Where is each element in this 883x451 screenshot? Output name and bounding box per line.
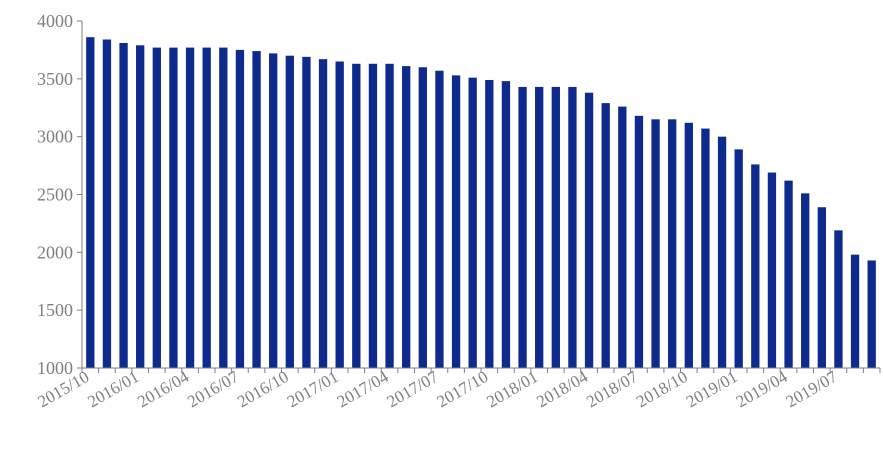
x-tick-label: 2018/07: [583, 367, 641, 412]
x-tick-label: 2017/07: [384, 367, 442, 412]
bar-2019-06: [817, 207, 826, 368]
bar-2016-04: [185, 47, 195, 368]
bar-2018-07: [634, 115, 644, 368]
bar-2018-09: [668, 119, 677, 368]
bar-2017-01: [335, 61, 344, 368]
bar-2017-02: [352, 63, 361, 369]
bar-2019-03: [767, 172, 777, 368]
bar-2019-05: [801, 193, 810, 368]
bar-2017-05: [402, 66, 411, 369]
bar-2018-02: [551, 86, 560, 369]
x-tick-label: 2019/01: [683, 367, 741, 411]
x-tick-label: 2018/04: [533, 367, 591, 412]
x-tick-label: 2017/10: [434, 367, 492, 411]
bar-2018-05: [601, 103, 610, 368]
y-tick-label: 4000: [37, 11, 73, 31]
bar-2016-05: [202, 47, 211, 368]
bar-2018-12: [717, 136, 727, 368]
bar-2018-04: [584, 92, 594, 369]
bar-2017-06: [418, 67, 427, 369]
bar-2016-11: [302, 56, 311, 369]
y-axis-ticks: 1000 1500 2000 2500 3000 3500 4000: [37, 11, 82, 378]
y-tick-label: 3500: [37, 69, 73, 89]
bar-2016-01: [136, 45, 145, 368]
bars-group: [86, 37, 876, 369]
bar-2018-03: [568, 86, 577, 369]
bar-2017-03: [368, 63, 378, 369]
bar-2016-12: [318, 59, 328, 369]
bar-2018-08: [651, 119, 660, 368]
bar-2016-03: [169, 47, 178, 368]
y-tick-label: 1500: [37, 300, 73, 320]
bar-2015-12: [119, 42, 128, 369]
y-tick-label: 2000: [37, 242, 73, 262]
x-tick-label: 2018/10: [633, 367, 691, 411]
bar-2018-06: [618, 106, 627, 369]
x-axis-ticks: 2015/102016/012016/042016/072016/102017/…: [35, 367, 881, 412]
x-tick-label: 2016/07: [184, 367, 242, 412]
x-tick-label: 2017/01: [284, 367, 342, 411]
bar-2015-10: [86, 37, 95, 369]
bar-2016-09: [269, 53, 278, 369]
bar-2019-01: [734, 149, 743, 368]
bar-2017-12: [518, 86, 527, 369]
bar-2018-01: [535, 86, 544, 369]
bar-2018-10: [684, 122, 693, 368]
bar-2017-07: [435, 70, 444, 368]
x-tick-label: 2018/01: [483, 367, 541, 411]
x-tick-label: 2017/04: [334, 367, 392, 412]
bar-2019-02: [751, 164, 760, 368]
x-tick-label: 2016/10: [234, 367, 292, 411]
bar-2019-08: [850, 254, 860, 368]
bar-2019-04: [784, 180, 793, 368]
y-tick-label: 2500: [37, 185, 73, 205]
y-tick-label: 3000: [37, 127, 73, 147]
bar-2018-11: [701, 128, 710, 368]
bar-2017-09: [468, 77, 477, 368]
bar-2019-07: [834, 230, 843, 368]
bar-2017-08: [451, 75, 461, 368]
bar-2016-06: [219, 47, 228, 368]
bar-2017-11: [501, 81, 511, 368]
bar-2016-02: [152, 47, 161, 368]
x-tick-label: 2016/01: [84, 367, 142, 411]
x-tick-label: 2019/04: [733, 367, 791, 412]
x-tick-label: 2019/07: [783, 367, 841, 412]
bar-2019-09: [867, 260, 876, 368]
bar-2016-08: [252, 51, 261, 368]
bar-2017-10: [485, 79, 494, 369]
bar-2016-07: [235, 49, 245, 369]
bar-2015-11: [102, 39, 112, 369]
x-tick-label: 2016/04: [134, 367, 192, 412]
bar-2017-04: [385, 63, 394, 369]
y-tick-label: 1000: [37, 358, 73, 378]
bar-2016-10: [285, 55, 294, 368]
